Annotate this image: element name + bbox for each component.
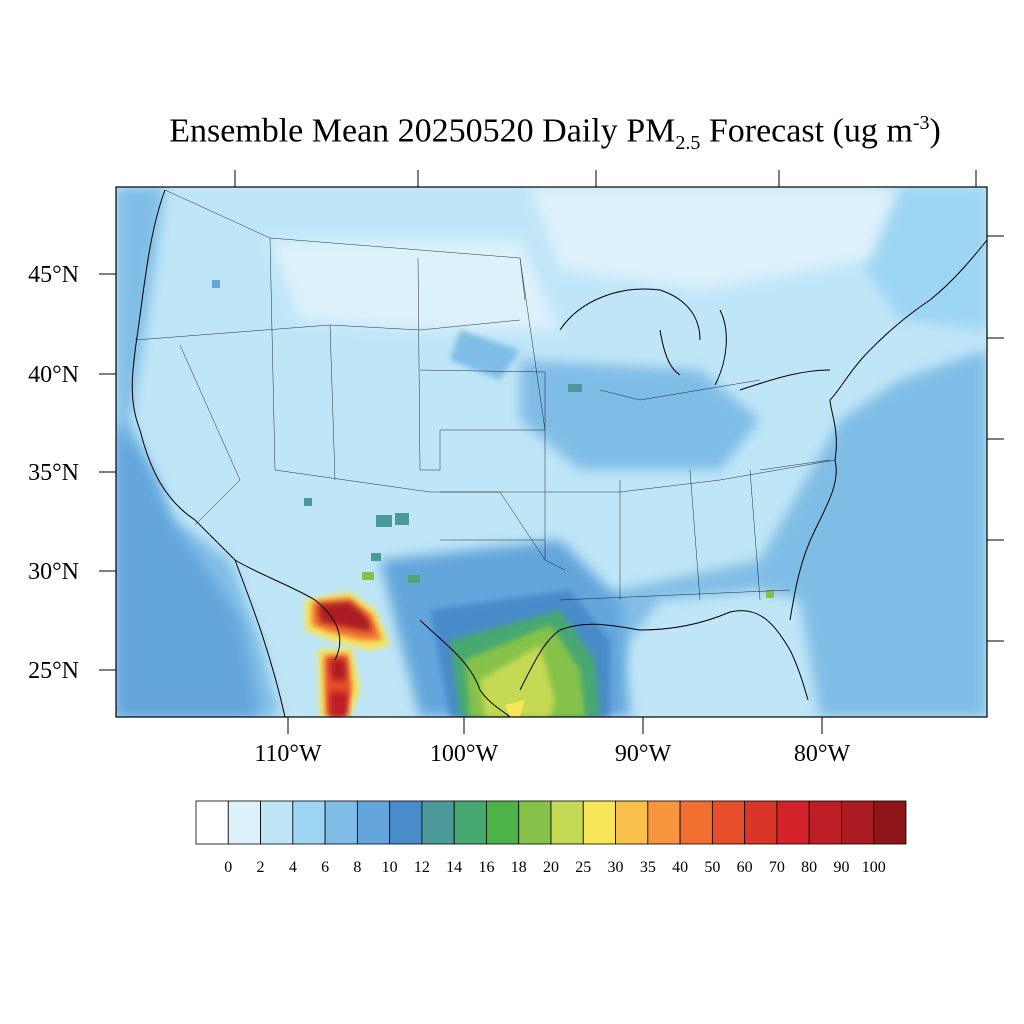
hotspot <box>362 572 374 580</box>
colorbar-tick-label: 100 <box>862 859 886 876</box>
longitude-labels: 110°W 100°W 90°W 80°W <box>254 741 850 767</box>
colorbar-swatch <box>744 800 778 845</box>
nebraska-field <box>450 330 520 380</box>
colorbar-swatch <box>615 800 649 845</box>
smoke-plume-south <box>318 648 360 717</box>
colorbar-swatch <box>486 800 520 845</box>
pm25-field <box>116 187 987 717</box>
lat-label: 35°N <box>28 460 79 486</box>
colorbar-tick-label: 25 <box>575 859 591 876</box>
colorbar-swatch <box>195 800 229 845</box>
colorbar-tick-label: 18 <box>511 859 527 876</box>
colorbar-swatch <box>582 800 616 845</box>
title-text: Ensemble Mean 20250520 Daily PM <box>169 112 676 150</box>
texas-field-30 <box>505 700 525 717</box>
colorbar-swatch <box>550 800 584 845</box>
colorbar-tick-label: 70 <box>769 859 785 876</box>
colorbar-tick-label: 4 <box>289 859 297 876</box>
colorbar-tick-label: 20 <box>543 859 559 876</box>
title-text-units: Forecast (ug m <box>700 112 913 150</box>
title-subscript: 2.5 <box>675 132 701 155</box>
colorbar-swatch <box>841 800 875 845</box>
colorbar-tick-label: 90 <box>833 859 849 876</box>
lat-label: 25°N <box>28 658 79 684</box>
lon-label: 100°W <box>430 741 499 767</box>
colorbar <box>195 800 907 845</box>
hotspot <box>395 513 409 525</box>
state-borders <box>134 189 836 601</box>
colorbar-swatch <box>711 800 746 845</box>
colorbar-swatch <box>679 800 713 845</box>
pacific-south-field <box>116 420 260 717</box>
colorbar-swatch <box>292 800 326 845</box>
colorbar-swatch <box>873 800 907 845</box>
northeast-field <box>860 187 987 330</box>
lon-label: 90°W <box>615 741 672 767</box>
lat-label: 40°N <box>28 362 79 388</box>
colorbar-tick-label: 8 <box>353 859 361 876</box>
northern-plains-field <box>270 240 560 330</box>
canada-field <box>530 187 900 290</box>
colorbar-swatch <box>808 800 842 845</box>
atlantic-gulf-field <box>560 350 987 717</box>
hotspot <box>766 590 774 598</box>
colorbar-swatch <box>324 800 358 845</box>
colorbar-tick-label: 50 <box>704 859 720 876</box>
colorbar-tick-label: 10 <box>382 859 398 876</box>
map-frame <box>115 186 988 718</box>
hotspot <box>212 280 220 288</box>
colorbar-tick-label: 12 <box>414 859 430 876</box>
coastlines <box>131 189 987 717</box>
colorbar-tick-label: 60 <box>737 859 753 876</box>
colorbar-tick-label: 16 <box>478 859 494 876</box>
texas-field-25 <box>480 645 555 717</box>
colorbar-tick-label: 80 <box>801 859 817 876</box>
colorbar-swatch <box>356 800 391 845</box>
colorbar-labels: 0 2 4 6 8 10 12 14 16 18 20 25 30 35 40 50 60 70 80 90 100 <box>224 859 885 876</box>
colorbar-tick-label: 2 <box>257 859 265 876</box>
colorbar-swatch <box>776 800 810 845</box>
colorbar-tick-label: 0 <box>224 859 232 876</box>
hotspot <box>376 515 392 527</box>
lat-label: 45°N <box>28 262 79 288</box>
hotspot <box>568 384 582 392</box>
title-close: ) <box>929 112 941 150</box>
colorbar-tick-label: 6 <box>321 859 329 876</box>
map-title: Ensemble Mean 20250520 Daily PM2.5 Forec… <box>0 112 1024 155</box>
colorbar-swatch <box>647 800 681 845</box>
lon-label: 80°W <box>794 741 851 767</box>
title-superscript: -3 <box>912 112 930 134</box>
tick-marks <box>99 170 1004 734</box>
colorbar-swatch <box>518 800 552 845</box>
lat-label: 30°N <box>28 559 79 585</box>
colorbar-tick-label: 14 <box>446 859 462 876</box>
latitude-labels: 45°N 40°N 35°N 30°N 25°N <box>28 262 79 684</box>
colorbar-swatch <box>227 800 261 845</box>
colorbar-tick-label: 40 <box>672 859 688 876</box>
colorbar-swatch <box>260 800 294 845</box>
colorbar-tick-label: 35 <box>640 859 656 876</box>
lon-label: 110°W <box>254 741 322 767</box>
colorbar-tick-label: 30 <box>608 859 624 876</box>
hotspot <box>304 498 312 506</box>
colorbar-swatch <box>453 800 487 845</box>
smoke-plume-north <box>305 592 390 650</box>
hotspot <box>371 553 381 561</box>
colorbar-swatch <box>389 800 423 845</box>
hotspot <box>408 575 420 583</box>
colorbar-swatch <box>421 800 455 845</box>
